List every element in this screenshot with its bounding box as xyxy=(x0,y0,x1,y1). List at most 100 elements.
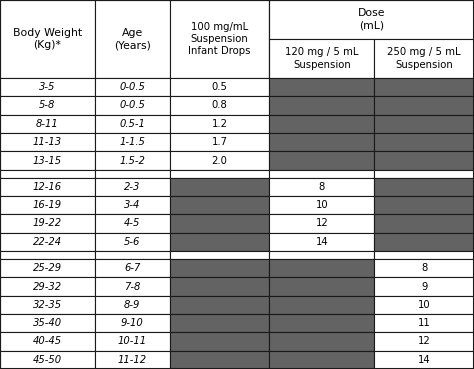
Bar xyxy=(95,115,170,133)
Bar xyxy=(170,314,269,332)
Text: 19-22: 19-22 xyxy=(33,218,62,228)
Bar xyxy=(170,196,269,214)
Bar xyxy=(0,170,95,177)
Bar xyxy=(374,115,474,133)
Bar xyxy=(95,214,170,233)
Bar xyxy=(0,277,95,296)
Bar xyxy=(0,0,95,78)
Text: 8: 8 xyxy=(421,263,427,273)
Text: 25-29: 25-29 xyxy=(33,263,62,273)
Bar xyxy=(0,196,95,214)
Bar xyxy=(170,251,269,259)
Text: 0.5-1: 0.5-1 xyxy=(119,119,145,129)
Bar xyxy=(374,332,474,351)
Bar xyxy=(374,196,474,214)
Text: 250 mg / 5 mL
Suspension: 250 mg / 5 mL Suspension xyxy=(387,47,461,70)
Bar xyxy=(170,133,269,151)
Bar xyxy=(269,277,374,296)
Text: 13-15: 13-15 xyxy=(33,155,62,166)
Bar xyxy=(95,251,170,259)
Text: 9-10: 9-10 xyxy=(121,318,144,328)
Text: 14: 14 xyxy=(418,355,430,365)
Bar xyxy=(95,332,170,351)
Text: 12-16: 12-16 xyxy=(33,182,62,192)
Text: 9: 9 xyxy=(421,282,427,292)
Text: 11-13: 11-13 xyxy=(33,137,62,147)
Bar xyxy=(0,314,95,332)
Bar xyxy=(170,277,269,296)
Bar xyxy=(269,259,374,277)
Text: 22-24: 22-24 xyxy=(33,237,62,247)
Bar xyxy=(170,296,269,314)
Text: 6-7: 6-7 xyxy=(124,263,140,273)
Bar xyxy=(269,177,374,196)
Text: 8: 8 xyxy=(319,182,325,192)
Bar xyxy=(170,177,269,196)
Bar xyxy=(374,251,474,259)
Bar xyxy=(95,233,170,251)
Bar xyxy=(374,314,474,332)
Text: 12: 12 xyxy=(315,218,328,228)
Bar xyxy=(95,78,170,96)
Bar xyxy=(95,170,170,177)
Text: 1.7: 1.7 xyxy=(211,137,228,147)
Bar xyxy=(374,151,474,170)
Bar xyxy=(374,96,474,115)
Text: Age
(Years): Age (Years) xyxy=(114,28,151,50)
Bar xyxy=(269,296,374,314)
Bar xyxy=(170,332,269,351)
Bar xyxy=(269,214,374,233)
Bar xyxy=(269,115,374,133)
Text: 5-8: 5-8 xyxy=(39,100,55,110)
Bar xyxy=(0,151,95,170)
Text: 12: 12 xyxy=(418,337,430,346)
Bar xyxy=(0,96,95,115)
Bar xyxy=(0,177,95,196)
Bar xyxy=(95,133,170,151)
Bar xyxy=(374,277,474,296)
Bar xyxy=(95,277,170,296)
Text: 7-8: 7-8 xyxy=(124,282,140,292)
Bar xyxy=(95,151,170,170)
Bar xyxy=(170,0,269,78)
Bar xyxy=(170,233,269,251)
Bar xyxy=(269,233,374,251)
Bar xyxy=(269,170,374,177)
Text: 4-5: 4-5 xyxy=(124,218,140,228)
Bar xyxy=(0,251,95,259)
Bar xyxy=(0,351,95,369)
Bar xyxy=(170,78,269,96)
Text: 1-1.5: 1-1.5 xyxy=(119,137,145,147)
Bar xyxy=(95,196,170,214)
Bar xyxy=(170,151,269,170)
Bar xyxy=(269,314,374,332)
Bar xyxy=(374,78,474,96)
Bar xyxy=(374,233,474,251)
Bar xyxy=(0,133,95,151)
Bar xyxy=(95,177,170,196)
Text: 0.8: 0.8 xyxy=(212,100,228,110)
Bar xyxy=(0,214,95,233)
Bar xyxy=(269,196,374,214)
Bar xyxy=(374,177,474,196)
Bar xyxy=(269,151,374,170)
Text: 120 mg / 5 mL
Suspension: 120 mg / 5 mL Suspension xyxy=(285,47,358,70)
Text: 8-9: 8-9 xyxy=(124,300,140,310)
Text: Dose
(mL): Dose (mL) xyxy=(358,8,385,31)
Text: 100 mg/mL
Suspension
Infant Drops: 100 mg/mL Suspension Infant Drops xyxy=(188,22,251,56)
Text: 10: 10 xyxy=(316,200,328,210)
Text: 0.5: 0.5 xyxy=(211,82,228,92)
Text: 14: 14 xyxy=(316,237,328,247)
Bar xyxy=(170,214,269,233)
Bar xyxy=(374,351,474,369)
Bar xyxy=(0,78,95,96)
Text: 40-45: 40-45 xyxy=(33,337,62,346)
Bar xyxy=(170,96,269,115)
Bar xyxy=(269,96,374,115)
Bar xyxy=(170,115,269,133)
Text: 45-50: 45-50 xyxy=(33,355,62,365)
Bar xyxy=(0,233,95,251)
Bar xyxy=(170,170,269,177)
Text: 8-11: 8-11 xyxy=(36,119,59,129)
Bar xyxy=(374,296,474,314)
